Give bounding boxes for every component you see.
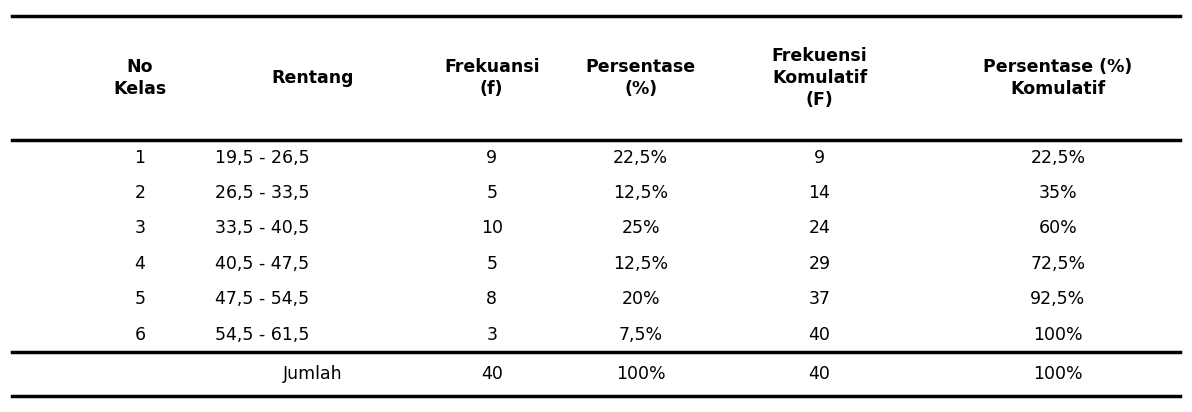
Text: 5: 5	[486, 184, 497, 202]
Text: 29: 29	[808, 255, 831, 273]
Text: 19,5 - 26,5: 19,5 - 26,5	[215, 149, 309, 167]
Text: 100%: 100%	[1033, 325, 1082, 344]
Text: 22,5%: 22,5%	[613, 149, 669, 167]
Text: 40: 40	[808, 325, 831, 344]
Text: Persentase (%)
Komulatif: Persentase (%) Komulatif	[983, 58, 1132, 98]
Text: 6: 6	[135, 325, 145, 344]
Text: 3: 3	[135, 220, 145, 237]
Text: 12,5%: 12,5%	[613, 255, 669, 273]
Text: 5: 5	[486, 255, 497, 273]
Text: 20%: 20%	[621, 290, 660, 308]
Text: 40: 40	[480, 365, 503, 383]
Text: 40: 40	[808, 365, 831, 383]
Text: 12,5%: 12,5%	[613, 184, 669, 202]
Text: 100%: 100%	[616, 365, 665, 383]
Text: 1: 1	[135, 149, 145, 167]
Text: 92,5%: 92,5%	[1030, 290, 1086, 308]
Text: 40,5 - 47,5: 40,5 - 47,5	[215, 255, 309, 273]
Text: 47,5 - 54,5: 47,5 - 54,5	[215, 290, 309, 308]
Text: 22,5%: 22,5%	[1030, 149, 1086, 167]
Text: 3: 3	[486, 325, 497, 344]
Text: 100%: 100%	[1033, 365, 1082, 383]
Text: 7,5%: 7,5%	[619, 325, 663, 344]
Text: 35%: 35%	[1038, 184, 1078, 202]
Text: 26,5 - 33,5: 26,5 - 33,5	[215, 184, 309, 202]
Text: 60%: 60%	[1038, 220, 1078, 237]
Text: Frekuansi
(f): Frekuansi (f)	[443, 58, 540, 98]
Text: 25%: 25%	[621, 220, 660, 237]
Text: Jumlah: Jumlah	[283, 365, 343, 383]
Text: 14: 14	[808, 184, 831, 202]
Text: 9: 9	[814, 149, 825, 167]
Text: 2: 2	[135, 184, 145, 202]
Text: 4: 4	[135, 255, 145, 273]
Text: 10: 10	[480, 220, 503, 237]
Text: Frekuensi
Komulatif
(F): Frekuensi Komulatif (F)	[771, 47, 868, 110]
Text: 9: 9	[486, 149, 497, 167]
Text: No
Kelas: No Kelas	[113, 58, 167, 98]
Text: 5: 5	[135, 290, 145, 308]
Text: Rentang: Rentang	[272, 69, 354, 87]
Text: 24: 24	[808, 220, 831, 237]
Text: 54,5 - 61,5: 54,5 - 61,5	[215, 325, 309, 344]
Text: 8: 8	[486, 290, 497, 308]
Text: Persentase
(%): Persentase (%)	[585, 58, 696, 98]
Text: 33,5 - 40,5: 33,5 - 40,5	[215, 220, 309, 237]
Text: 72,5%: 72,5%	[1030, 255, 1086, 273]
Text: 37: 37	[808, 290, 831, 308]
